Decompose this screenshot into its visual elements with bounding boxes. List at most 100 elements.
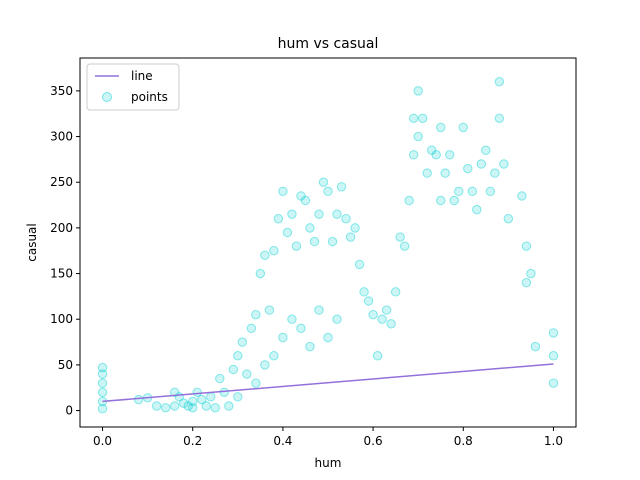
scatter-point <box>521 241 532 251</box>
scatter-point <box>463 163 473 174</box>
scatter-point <box>449 195 459 206</box>
scatter-point <box>264 305 275 315</box>
scatter-point <box>296 323 306 334</box>
scatter-point <box>332 314 342 324</box>
x-tick-label: 0.0 <box>93 434 112 448</box>
scatter-point <box>97 387 108 397</box>
scatter-point <box>440 168 450 178</box>
y-axis-label: casual <box>25 223 39 262</box>
legend-label-line: line <box>131 69 153 83</box>
scatter-point <box>179 398 189 408</box>
scatter-point <box>97 404 108 414</box>
scatter-point <box>548 378 559 388</box>
scatter-point <box>160 403 171 413</box>
scatter-point <box>242 369 252 379</box>
scatter-point <box>327 236 338 247</box>
scatter-point <box>372 351 383 361</box>
legend-label-points: points <box>131 90 168 104</box>
scatter-point <box>269 246 279 256</box>
scatter-point <box>445 150 455 160</box>
scatter-point <box>246 323 257 334</box>
scatter-point <box>408 113 419 123</box>
scatter-point <box>490 168 500 178</box>
scatter-point <box>521 277 532 288</box>
scatter-point <box>548 328 559 338</box>
scatter-point <box>228 364 239 375</box>
y-tick-label: 50 <box>58 358 73 372</box>
scatter-point <box>296 191 306 201</box>
scatter-point <box>282 227 293 238</box>
scatter-point <box>314 305 324 315</box>
scatter-point <box>417 113 428 123</box>
scatter-point <box>413 86 423 96</box>
y-tick-label: 200 <box>50 221 73 235</box>
scatter-point <box>503 214 514 224</box>
scatter-point <box>278 186 288 197</box>
scatter-point <box>467 186 477 197</box>
scatter-point <box>494 77 505 87</box>
scatter-point <box>354 259 365 270</box>
scatter-point <box>260 250 270 260</box>
scatter-point <box>350 223 360 233</box>
scatter-point <box>458 122 468 133</box>
legend-point-swatch <box>102 92 112 102</box>
scatter-point <box>287 314 297 324</box>
scatter-point <box>251 378 261 388</box>
scatter-point <box>323 186 333 197</box>
scatter-point <box>422 168 432 178</box>
scatter-point <box>197 394 207 405</box>
x-tick-label: 1.0 <box>544 434 563 448</box>
y-tick-label: 250 <box>50 175 73 189</box>
scatter-point <box>517 191 527 201</box>
scatter-point <box>300 195 311 206</box>
scatter-point <box>436 122 446 133</box>
scatter-point <box>485 186 496 197</box>
scatter-point <box>183 401 193 411</box>
scatter-point <box>237 337 248 347</box>
scatter-point <box>97 369 108 379</box>
scatter-point <box>309 236 320 247</box>
scatter-point <box>278 332 288 343</box>
x-tick-label: 0.4 <box>273 434 292 448</box>
legend: line points <box>86 63 180 111</box>
scatter-point <box>345 232 356 242</box>
scatter-point <box>305 223 315 233</box>
scatter-point <box>133 394 144 405</box>
scatter-point <box>404 195 414 206</box>
x-tick-label: 0.6 <box>364 434 383 448</box>
scatter-point <box>287 209 297 219</box>
scatter-point <box>291 241 302 251</box>
scatter-point <box>548 351 559 361</box>
scatter-point <box>359 287 369 297</box>
x-axis-label: hum <box>315 456 342 470</box>
scatter-point <box>323 332 333 343</box>
scatter-point <box>332 209 342 219</box>
x-tick-label: 0.8 <box>454 434 473 448</box>
y-tick-label: 150 <box>50 267 73 281</box>
y-axis: 0 50 100 150 200 250 300 350 <box>50 84 80 418</box>
scatter-point <box>233 351 243 361</box>
y-tick-label: 0 <box>65 404 73 418</box>
scatter-point <box>269 351 279 361</box>
scatter-point <box>97 378 108 388</box>
scatter-point <box>206 392 216 402</box>
scatter-point <box>169 387 180 397</box>
scatter-point <box>386 319 396 329</box>
scatter-point <box>305 341 315 352</box>
y-tick-label: 100 <box>50 312 73 326</box>
scatter-point <box>530 341 541 352</box>
points-layer <box>97 77 559 414</box>
scatter-point <box>255 268 266 279</box>
scatter-point <box>336 182 347 192</box>
chart-title: hum vs casual <box>278 36 379 52</box>
scatter-point <box>314 209 324 219</box>
scatter-point <box>413 131 423 142</box>
scatter-point <box>399 241 410 251</box>
scatter-point <box>408 150 419 160</box>
series-line <box>102 363 554 403</box>
scatter-point <box>151 401 162 411</box>
x-tick-label: 0.2 <box>183 434 202 448</box>
scatter-point <box>188 403 198 413</box>
scatter-point <box>363 296 374 306</box>
scatter-point <box>377 314 387 324</box>
